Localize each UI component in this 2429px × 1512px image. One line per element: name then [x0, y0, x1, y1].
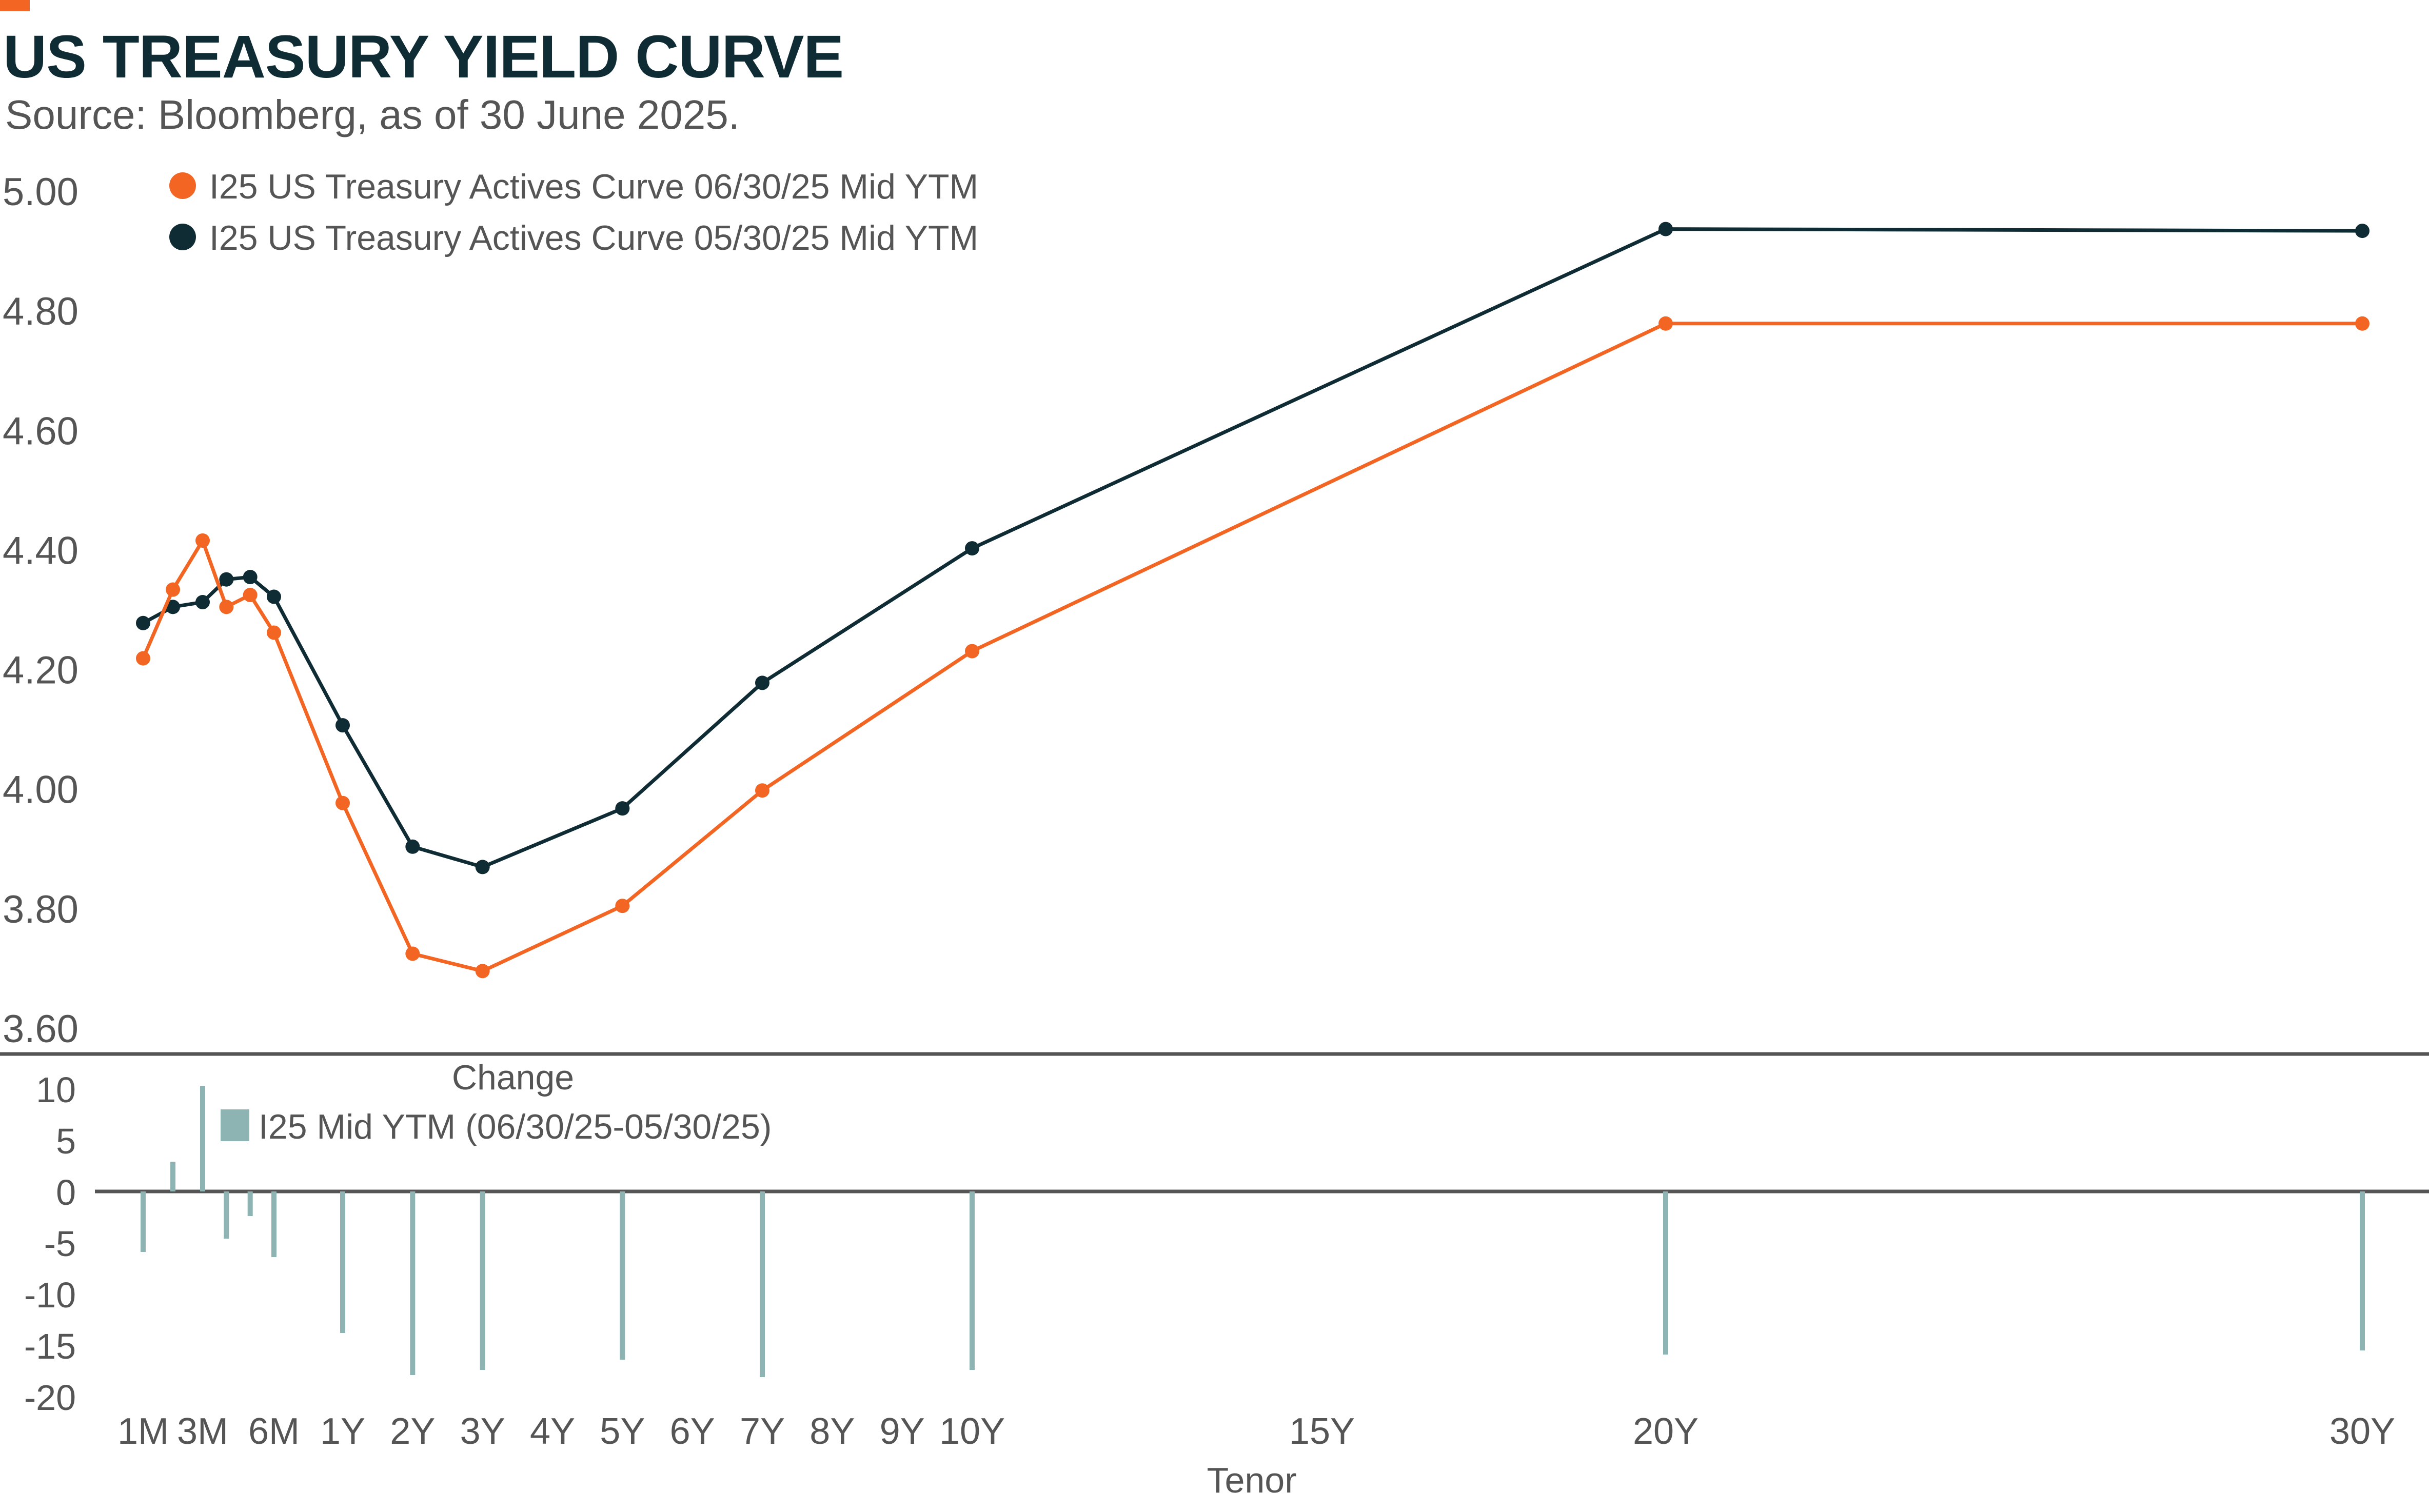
- tenor-tick-label: 3Y: [460, 1411, 505, 1452]
- yield-tick-label: 3.80: [3, 888, 78, 931]
- title-accent-bar: [0, 0, 30, 11]
- legend-label-current: I25 US Treasury Actives Curve 06/30/25 M…: [209, 167, 978, 206]
- series-point-current: [1658, 316, 1673, 331]
- legend-marker-current: [169, 172, 196, 199]
- series-point-prior: [243, 570, 258, 585]
- yield-series-group: [136, 222, 2369, 979]
- tenor-tick-label: 9Y: [880, 1411, 925, 1452]
- tenor-tick-label: 1M: [117, 1411, 169, 1452]
- change-bar: [1663, 1191, 1668, 1355]
- change-bar: [247, 1191, 253, 1216]
- series-point-current: [136, 651, 150, 666]
- yield-tick-label: 4.60: [3, 409, 78, 453]
- change-tick-label: -20: [24, 1378, 76, 1418]
- series-point-current: [166, 582, 181, 597]
- yield-tick-label: 5.00: [3, 170, 78, 214]
- series-point-prior: [335, 718, 350, 733]
- change-bar: [480, 1191, 485, 1370]
- series-point-current: [335, 795, 350, 810]
- series-point-prior: [136, 615, 150, 630]
- series-point-prior: [267, 589, 281, 604]
- series-point-prior: [965, 541, 979, 556]
- change-bar: [970, 1191, 975, 1370]
- chart-title: US TREASURY YIELD CURVE: [3, 23, 844, 91]
- change-tick-label: 10: [36, 1070, 76, 1110]
- series-point-current: [267, 625, 281, 640]
- chart-subtitle: Source: Bloomberg, as of 30 June 2025.: [5, 92, 740, 137]
- legend-label-prior: I25 US Treasury Actives Curve 05/30/25 M…: [209, 218, 978, 257]
- change-bar: [620, 1191, 625, 1360]
- tenor-tick-label: 3M: [177, 1411, 228, 1452]
- change-tick-label: -10: [24, 1275, 76, 1315]
- series-point-prior: [755, 675, 769, 690]
- change-tick-label: 5: [56, 1121, 76, 1161]
- change-bar: [410, 1191, 416, 1375]
- series-point-prior: [195, 595, 210, 610]
- yield-tick-label: 4.20: [3, 649, 78, 692]
- series-point-current: [405, 946, 420, 961]
- tenor-tick-label: 1Y: [320, 1411, 365, 1452]
- tenor-axis-label: Tenor: [1207, 1460, 1296, 1500]
- tenor-tick-label: 8Y: [809, 1411, 855, 1452]
- legend-label-change: I25 Mid YTM (06/30/25-05/30/25): [259, 1107, 772, 1146]
- change-bar: [170, 1162, 176, 1191]
- series-point-current: [475, 964, 490, 979]
- tenor-tick-label: 10Y: [939, 1411, 1005, 1452]
- tenor-axis-ticks: 1M 3M 6M 1Y 2Y 3Y 4Y 5Y 6Y 7Y 8Y 9Y 10Y 15Y 20Y 30Y: [117, 1411, 2395, 1452]
- series-point-current: [243, 588, 258, 603]
- change-tick-label: 0: [56, 1172, 76, 1212]
- series-line-current: [141, 322, 2362, 973]
- change-bars-group: [141, 1086, 2365, 1377]
- tenor-tick-label: 7Y: [740, 1411, 785, 1452]
- change-legend: I25 Mid YTM (06/30/25-05/30/25): [221, 1107, 772, 1146]
- yield-tick-label: 4.00: [3, 768, 78, 812]
- change-bar: [760, 1191, 765, 1377]
- series-point-prior: [2355, 224, 2369, 238]
- tenor-tick-label: 5Y: [600, 1411, 645, 1452]
- change-panel-title: Change: [452, 1058, 574, 1097]
- series-point-current: [219, 600, 234, 614]
- series-point-prior: [615, 801, 630, 816]
- change-bar: [340, 1191, 345, 1333]
- tenor-tick-label: 2Y: [390, 1411, 435, 1452]
- yield-tick-label: 4.80: [3, 290, 78, 333]
- change-tick-label: -5: [44, 1224, 76, 1264]
- yield-axis-ticks: 5.00 4.80 4.60 4.40 4.20 4.00 3.80 3.60: [3, 170, 78, 1051]
- change-bar: [224, 1191, 229, 1239]
- tenor-tick-label: 30Y: [2329, 1411, 2395, 1452]
- series-point-current: [2355, 316, 2369, 331]
- series-point-current: [615, 899, 630, 913]
- series-point-current: [195, 533, 210, 548]
- yield-tick-label: 4.40: [3, 529, 78, 572]
- legend-marker-prior: [169, 224, 196, 250]
- yield-legend: I25 US Treasury Actives Curve 06/30/25 M…: [169, 167, 978, 257]
- change-bar: [271, 1191, 277, 1257]
- series-point-current: [965, 644, 979, 659]
- series-point-prior: [166, 600, 181, 614]
- change-axis-ticks: 10 5 0 -5 -10 -15 -20: [24, 1070, 76, 1418]
- series-point-prior: [219, 572, 234, 587]
- change-tick-label: -15: [24, 1326, 76, 1366]
- change-bar: [2360, 1191, 2365, 1350]
- change-bar: [200, 1086, 205, 1191]
- series-point-prior: [405, 839, 420, 854]
- series-point-prior: [1658, 222, 1673, 236]
- tenor-tick-label: 15Y: [1289, 1411, 1355, 1452]
- tenor-tick-label: 4Y: [530, 1411, 575, 1452]
- series-point-prior: [475, 860, 490, 874]
- tenor-tick-label: 6M: [248, 1411, 300, 1452]
- series-point-current: [755, 783, 769, 798]
- tenor-tick-label: 20Y: [1633, 1411, 1699, 1452]
- legend-marker-change: [221, 1109, 249, 1141]
- yield-tick-label: 3.60: [3, 1007, 78, 1051]
- change-bar: [141, 1191, 146, 1252]
- tenor-tick-label: 6Y: [670, 1411, 715, 1452]
